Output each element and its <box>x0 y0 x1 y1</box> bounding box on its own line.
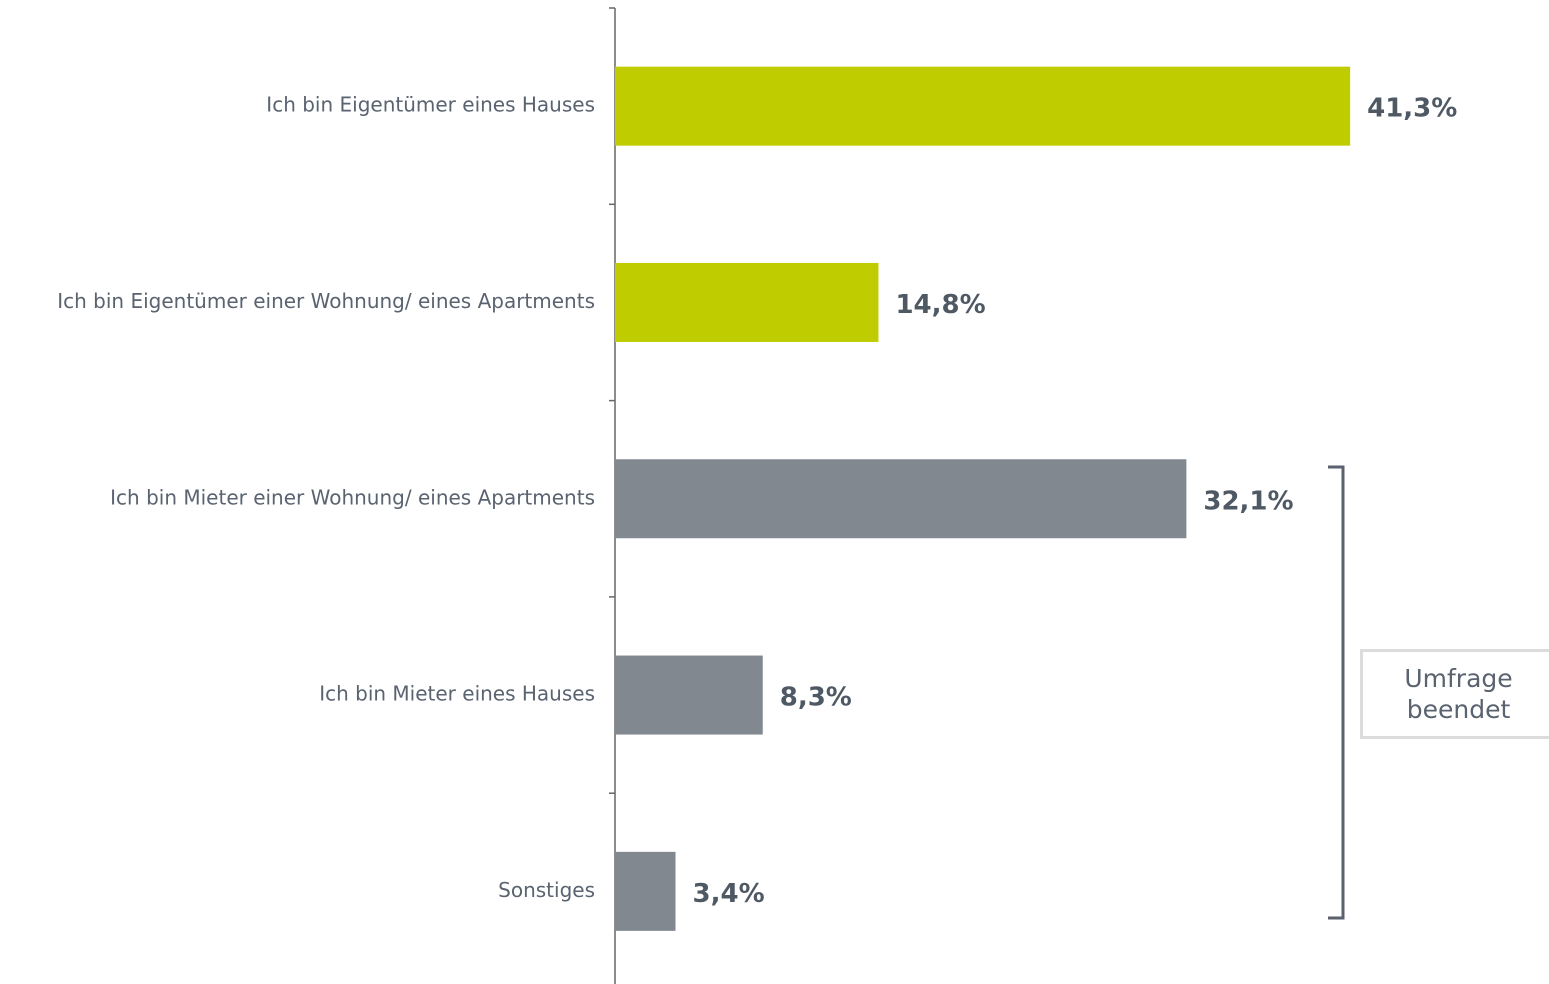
value-label: 8,3% <box>780 683 852 713</box>
bar <box>615 262 879 342</box>
bar <box>615 66 1351 146</box>
bracket <box>1328 465 1345 920</box>
value-label: 3,4% <box>693 879 765 909</box>
category-label: Sonstiges <box>498 878 595 902</box>
annotation: Umfrage beendet <box>1360 649 1549 739</box>
value-label: 41,3% <box>1367 94 1457 124</box>
value-label: 14,8% <box>895 290 985 320</box>
category-label: Ich bin Mieter einer Wohnung/ eines Apar… <box>110 485 595 509</box>
value-label: 32,1% <box>1203 486 1293 516</box>
category-label: Ich bin Eigentümer eines Hauses <box>266 93 595 117</box>
bar <box>615 851 676 931</box>
bar <box>615 655 763 735</box>
category-label: Ich bin Eigentümer einer Wohnung/ eines … <box>57 289 595 313</box>
category-label: Ich bin Mieter eines Hauses <box>319 682 595 706</box>
bar <box>615 459 1187 539</box>
